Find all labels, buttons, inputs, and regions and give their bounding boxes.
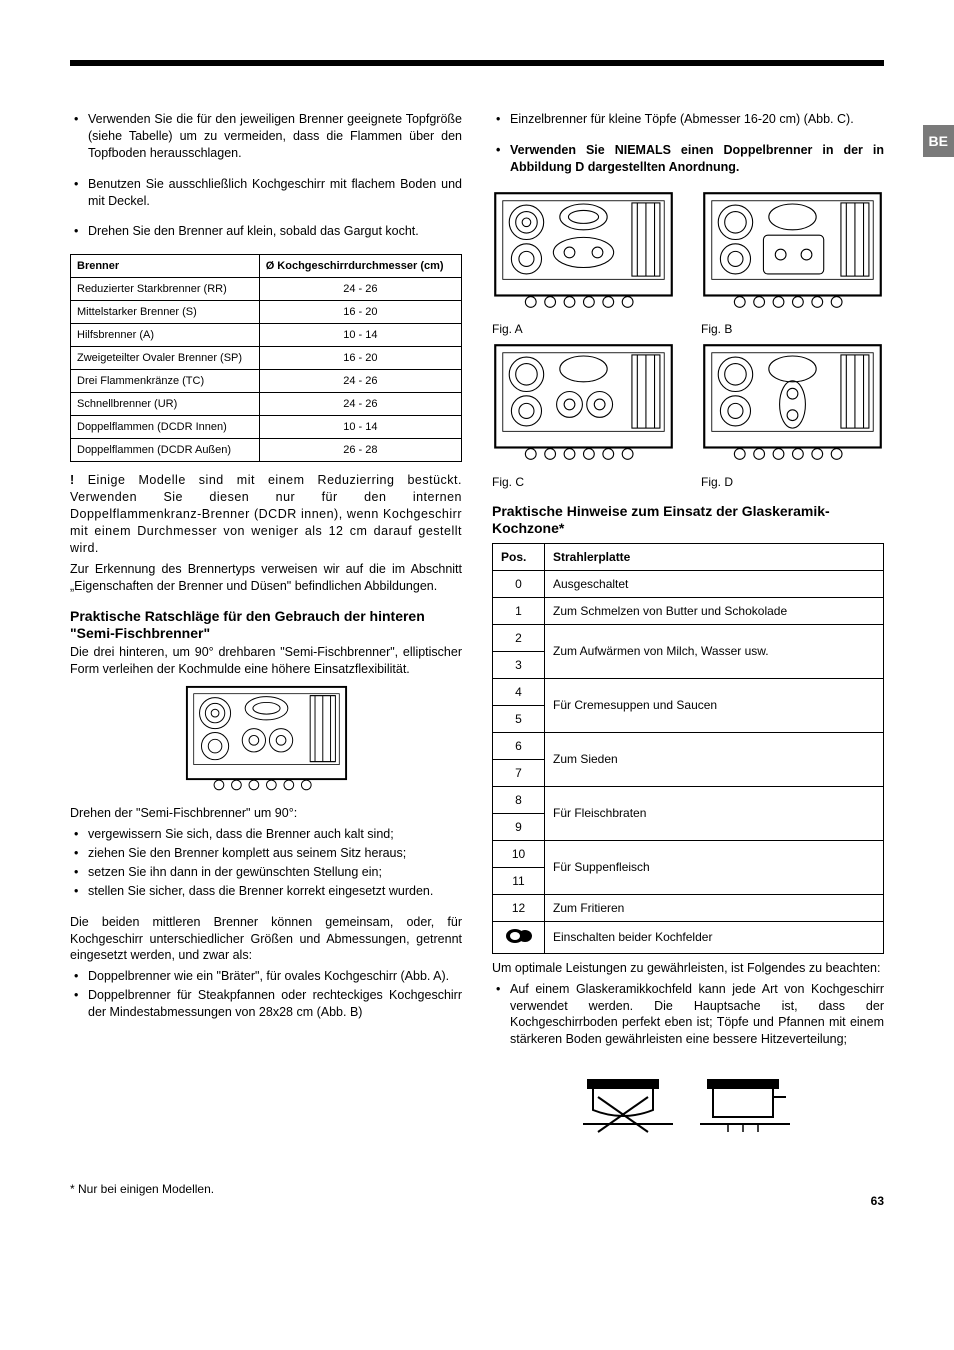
- table-cell: 0: [493, 570, 545, 597]
- pot-diagram-icon: [578, 1062, 798, 1142]
- bullet-item-bold: Verwenden Sie NIEMALS einen Doppelbrenne…: [492, 142, 884, 176]
- table-cell: 3: [493, 651, 545, 678]
- table-cell: Reduzierter Starkbrenner (RR): [71, 278, 260, 301]
- page-number: 63: [871, 1194, 884, 1208]
- rotate-bullets: vergewissern Sie sich, dass die Brenner …: [70, 826, 462, 900]
- fig-d-caption: Fig. D: [701, 475, 884, 489]
- table-cell: 10 - 14: [259, 324, 461, 347]
- bullet-item: Verwenden Sie die für den jeweiligen Bre…: [70, 111, 462, 162]
- fig-a-caption: Fig. A: [492, 322, 675, 336]
- table-cell: 6: [493, 732, 545, 759]
- table-cell: Zweigeteilter Ovaler Brenner (SP): [71, 347, 260, 370]
- table-cell: 24 - 26: [259, 393, 461, 416]
- fig-c-block: Fig. C: [492, 342, 675, 489]
- table-cell: 9: [493, 813, 545, 840]
- table-cell: 7: [493, 759, 545, 786]
- left-column: Verwenden Sie die für den jeweiligen Bre…: [70, 111, 462, 1142]
- hob-fig-c-icon: [492, 342, 675, 466]
- intro-bullets: Verwenden Sie die für den jeweiligen Bre…: [70, 111, 462, 240]
- position-table: Pos. Strahlerplatte 0Ausgeschaltet 1Zum …: [492, 543, 884, 954]
- bullet-item: stellen Sie sicher, dass die Brenner kor…: [70, 883, 462, 900]
- bullet-item: Drehen Sie den Brenner auf klein, sobald…: [70, 223, 462, 240]
- hob-fig-a-icon: [492, 190, 675, 314]
- section-heading-semi: Praktische Ratschläge für den Gebrauch d…: [70, 608, 462, 642]
- table-cell: Doppelflammen (DCDR Innen): [71, 416, 260, 439]
- table-cell: Ausgeschaltet: [545, 570, 884, 597]
- table-cell: 4: [493, 678, 545, 705]
- table-cell: 5: [493, 705, 545, 732]
- bullet-item: Einzelbrenner für kleine Töpfe (Abmesser…: [492, 111, 884, 128]
- table-cell: 8: [493, 786, 545, 813]
- bullet-item: Doppelbrenner für Steakpfannen oder rech…: [70, 987, 462, 1021]
- bullet-item: vergewissern Sie sich, dass die Brenner …: [70, 826, 462, 843]
- table-cell: 2: [493, 624, 545, 651]
- fig-b-caption: Fig. B: [701, 322, 884, 336]
- table-cell: Hilfsbrenner (A): [71, 324, 260, 347]
- table-cell: 24 - 26: [259, 370, 461, 393]
- table-header: Brenner: [71, 255, 260, 278]
- para-optimal: Um optimale Leistungen zu gewährleisten,…: [492, 960, 884, 977]
- table-header: Strahlerplatte: [545, 543, 884, 570]
- usage-bullets: Doppelbrenner wie ein "Bräter", für oval…: [70, 968, 462, 1021]
- table-cell: Für Cremesuppen und Saucen: [545, 678, 884, 732]
- table-cell: 10: [493, 840, 545, 867]
- right-column: Einzelbrenner für kleine Töpfe (Abmesser…: [492, 111, 884, 1142]
- table-cell: 16 - 20: [259, 347, 461, 370]
- bullet-item: ziehen Sie den Brenner komplett aus sein…: [70, 845, 462, 862]
- bullet-item: Auf einem Glaskeramikkochfeld kann jede …: [492, 981, 884, 1049]
- table-header: Ø Kochgeschirrdurchmesser (cm): [259, 255, 461, 278]
- table-cell: Zum Aufwärmen von Milch, Wasser usw.: [545, 624, 884, 678]
- right-intro-bullets: Einzelbrenner für kleine Töpfe (Abmesser…: [492, 111, 884, 176]
- para-middle-burners: Die beiden mittleren Brenner können geme…: [70, 914, 462, 965]
- table-cell: 24 - 26: [259, 278, 461, 301]
- dual-zone-icon: [505, 928, 533, 944]
- fig-b-block: Fig. B: [701, 190, 884, 337]
- bullet-item: setzen Sie ihn dann in der gewünschten S…: [70, 864, 462, 881]
- table-cell: Schnellbrenner (UR): [71, 393, 260, 416]
- fig-a-block: Fig. A: [492, 190, 675, 337]
- para-semi: Die drei hinteren, um 90° drehbaren "Sem…: [70, 644, 462, 678]
- table-cell: Mittelstarker Brenner (S): [71, 301, 260, 324]
- bullet-item: Doppelbrenner wie ein "Bräter", für oval…: [70, 968, 462, 985]
- table-cell: 26 - 28: [259, 439, 461, 462]
- table-header: Pos.: [493, 543, 545, 570]
- table-cell: Zum Sieden: [545, 732, 884, 786]
- hob-fig-d-icon: [701, 342, 884, 466]
- footnote: * Nur bei einigen Modellen.: [70, 1182, 884, 1196]
- fig-c-caption: Fig. C: [492, 475, 675, 489]
- warning-text: Einige Modelle sind mit einem Reduzierri…: [70, 473, 462, 555]
- warning-note: ! Einige Modelle sind mit einem Reduzier…: [70, 472, 462, 556]
- ceramic-bullets: Auf einem Glaskeramikkochfeld kann jede …: [492, 981, 884, 1049]
- bullet-item: Benutzen Sie ausschließlich Kochgeschirr…: [70, 176, 462, 210]
- table-cell: 1: [493, 597, 545, 624]
- hob-fig-b-icon: [701, 190, 884, 314]
- table-cell: Zum Schmelzen von Butter und Schokolade: [545, 597, 884, 624]
- table-cell: Doppelflammen (DCDR Außen): [71, 439, 260, 462]
- table-cell: 16 - 20: [259, 301, 461, 324]
- table-cell: Für Suppenfleisch: [545, 840, 884, 894]
- top-rule: [70, 60, 884, 66]
- burner-table: Brenner Ø Kochgeschirrdurchmesser (cm) R…: [70, 254, 462, 462]
- hob-icon: [184, 684, 349, 796]
- section-heading-ceramic: Praktische Hinweise zum Einsatz der Glas…: [492, 503, 884, 537]
- hob-diagram-single: [70, 684, 462, 796]
- table-cell: Für Fleischbraten: [545, 786, 884, 840]
- language-tab: BE: [923, 125, 954, 157]
- table-cell: 10 - 14: [259, 416, 461, 439]
- table-cell: 11: [493, 867, 545, 894]
- dual-zone-icon-cell: [493, 921, 545, 953]
- table-cell: 12: [493, 894, 545, 921]
- table-cell: Einschalten beider Kochfelder: [545, 921, 884, 953]
- table-cell: Zum Fritieren: [545, 894, 884, 921]
- para-rotate: Drehen der "Semi-Fischbrenner" um 90°:: [70, 805, 462, 822]
- note-text: Zur Erkennung des Brennertyps verweisen …: [70, 561, 462, 595]
- table-cell: Drei Flammenkränze (TC): [71, 370, 260, 393]
- fig-d-block: Fig. D: [701, 342, 884, 489]
